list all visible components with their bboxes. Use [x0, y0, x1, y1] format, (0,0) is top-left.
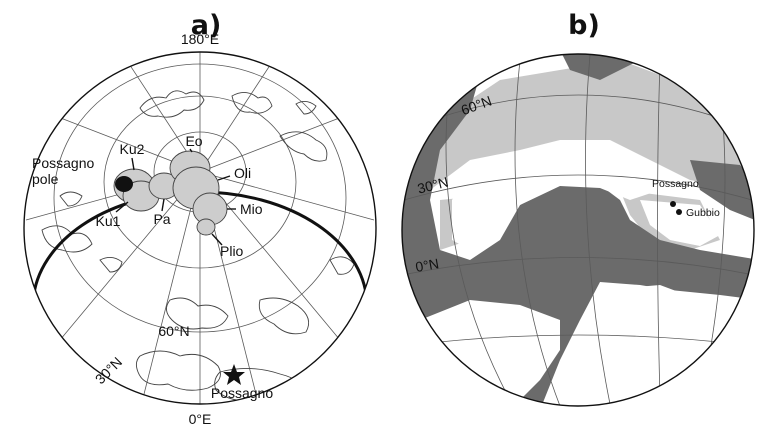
panel-a-site-label: Possagno [211, 385, 273, 401]
pole-label-ku2: Ku2 [120, 141, 145, 157]
panel-a-label: a) [191, 10, 222, 41]
panel-a-leaders [115, 148, 236, 246]
panel-b-globe: 60°N 30°N 0°N Possagno Gubbio [401, 53, 755, 407]
site-gubbio-label: Gubbio [686, 207, 720, 219]
site-possagno-marker [670, 201, 676, 207]
site-possagno-label: Possagno [652, 178, 699, 190]
panel-b-label: b) [568, 10, 600, 41]
pole-label-line1: Possagno [32, 155, 94, 171]
pole-label-oli: Oli [234, 165, 251, 181]
pole-label-pa: Pa [153, 211, 170, 227]
panel-b-lat-0-label: 0°N [414, 255, 440, 275]
pole-label-plio: Plio [220, 243, 244, 259]
pole-label-line2: pole [32, 171, 59, 187]
panel-a-lon-bottom-label: 0°E [189, 411, 212, 426]
panel-a-lat-60-label: 60°N [158, 323, 189, 339]
pole-label-ku1: Ku1 [96, 213, 121, 229]
panel-a: a) [23, 10, 377, 426]
pole-label-eo: Eo [185, 133, 202, 149]
panel-b-lat-30-label: 30°N [416, 174, 450, 197]
site-gubbio-marker [676, 209, 682, 215]
panel-a-globe: 180°E 0°E 60°N 30°N Possagno pole Ku2 Ku… [23, 31, 377, 426]
ellipse-plio [196, 218, 216, 236]
panel-b-graticule [402, 54, 754, 406]
panel-a-coastlines [41, 90, 355, 403]
panel-a-rim [23, 51, 377, 405]
possagno-site-star [223, 364, 245, 385]
panel-b-rim [401, 53, 755, 407]
panel-a-pole-ellipses [113, 150, 228, 236]
panel-b: b) [401, 10, 755, 407]
pole-label-mio: Mio [240, 201, 263, 217]
possagno-pole-marker [115, 176, 133, 192]
panel-a-lon-top-label: 180°E [181, 31, 219, 47]
